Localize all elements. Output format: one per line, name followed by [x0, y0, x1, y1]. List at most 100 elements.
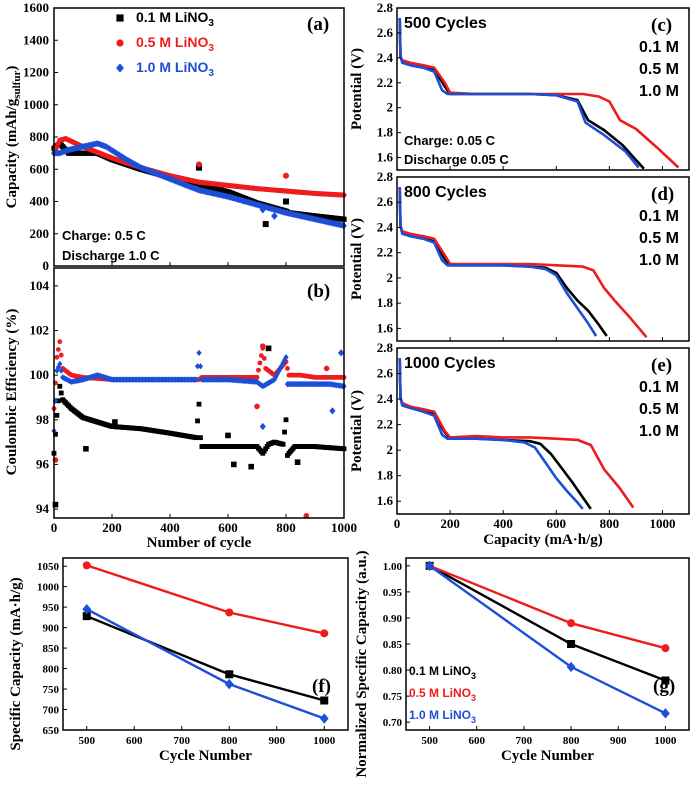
panel-g: 500 600 700 800 900 1000 0.70 0.75 0.80 0.85 0.90 0… [354, 550, 690, 778]
y-axis-label: Specific Capacity (mA·h/g) [8, 577, 24, 750]
x-tick-label: 600 [218, 520, 238, 535]
panel-a: 0 200 400 600 800 1000 1200 1400 1600 (a) 0.1 M Li… [4, 0, 347, 273]
y-tick-label: 2.8 [377, 0, 394, 15]
x-tick-label: 700 [516, 735, 533, 747]
data-point [661, 676, 670, 685]
y-tick-label: 0.80 [383, 665, 403, 677]
data-point [283, 172, 289, 179]
y-axis-label: Normalized Specific Capacity (a.u.) [354, 550, 370, 777]
x-tick-label: 800 [221, 735, 238, 747]
x-tick-label: 1000 [331, 520, 357, 535]
panel-label: (c) [651, 15, 672, 36]
data-point [52, 501, 59, 508]
y-tick-label: 2.8 [377, 169, 394, 184]
data-point [225, 432, 231, 439]
data-point [193, 435, 199, 441]
data-point [566, 661, 576, 673]
data-point [224, 678, 234, 690]
x-tick-label: 500 [421, 735, 438, 747]
data-point [57, 339, 63, 345]
series-line [398, 187, 608, 337]
annotation: Discharge 0.05 C [404, 152, 509, 167]
data-point [198, 435, 203, 441]
data-point [55, 398, 61, 404]
x-tick-label: 900 [610, 735, 627, 747]
x-tick-label: 600 [547, 516, 567, 531]
data-point [338, 349, 345, 357]
y-tick-label: 650 [43, 725, 60, 737]
data-point [283, 354, 289, 361]
panel-d: 1.6 1.8 2 2.2 2.4 2.6 2.8 (d) 800 Cycles 0.1 M 0.5… [349, 169, 690, 342]
data-point [196, 161, 202, 168]
data-point [283, 198, 289, 205]
panel-label: (d) [651, 184, 674, 205]
series-line [398, 187, 648, 339]
data-point [248, 463, 254, 470]
y-tick-label: 98 [36, 412, 50, 427]
y-tick-label: 200 [30, 226, 50, 241]
data-point [567, 640, 576, 648]
series-line [86, 564, 325, 635]
x-tick-label: 800 [276, 520, 296, 535]
x-tick-label: 500 [79, 735, 96, 747]
x-tick-label: 800 [600, 516, 620, 531]
y-axis-label: Potential (V) [349, 48, 365, 130]
legend-label: 0.1 M LiNO3 [409, 664, 476, 681]
y-tick-label: 0.90 [383, 613, 403, 625]
data-point [112, 419, 118, 425]
panel-label: (f) [312, 676, 331, 697]
annotation: Charge: 0.05 C [404, 133, 496, 148]
x-tick-label: 1000 [313, 735, 336, 747]
y-tick-label: 1050 [37, 561, 60, 573]
series-line [398, 358, 635, 509]
data-point [196, 164, 202, 171]
data-point [58, 367, 64, 374]
x-axis-label: Number of cycle [147, 535, 252, 551]
legend-label: 0.5 M LiNO3 [136, 34, 214, 54]
y-tick-label: 400 [30, 194, 50, 209]
y-axis-label: Potential (V) [349, 218, 365, 300]
data-point [282, 429, 287, 435]
x-tick-label: 800 [563, 735, 580, 747]
x-tick-label: 1000 [649, 516, 675, 531]
data-point [285, 366, 290, 371]
legend-label: 0.5 M [639, 230, 679, 247]
y-tick-label: 102 [30, 323, 50, 338]
y-axis-label: Capacity (mAh/gsulfur) [4, 66, 23, 209]
y-tick-label: 1.8 [377, 125, 394, 140]
x-tick-label: 600 [126, 735, 143, 747]
plot-frame [53, 267, 345, 519]
panel-b: 0 200 400 600 800 1000 94 96 98 100 102 104 (b) Numbe… [4, 267, 357, 551]
data-point [567, 619, 576, 628]
data-point [256, 367, 261, 373]
legend-marker [116, 63, 124, 73]
y-axis-label: Coulombic Efficiency (%) [4, 309, 20, 476]
data-point [195, 418, 200, 424]
y-tick-label: 1.8 [377, 468, 394, 483]
x-axis-label: Cycle Number [501, 748, 594, 764]
series-line [398, 358, 584, 510]
y-tick-label: 750 [43, 684, 60, 696]
legend-marker [116, 39, 124, 47]
y-tick-label: 0.75 [383, 691, 403, 703]
data-point [57, 383, 63, 389]
data-point [320, 629, 329, 638]
legend-label: 0.1 M LiNO3 [136, 9, 214, 29]
data-point [265, 345, 272, 352]
series-3 [51, 349, 347, 435]
panel-f: 500 600 700 800 900 1000 650 700 750 800 850 900 950… [8, 557, 349, 764]
x-axis-label: Cycle Number [159, 748, 252, 764]
data-point [82, 612, 91, 621]
x-tick-label: 0 [394, 516, 401, 531]
y-tick-label: 1.6 [377, 320, 394, 335]
legend-label: 0.1 M [639, 39, 679, 56]
y-tick-label: 1000 [23, 97, 49, 112]
series-line [429, 564, 666, 650]
y-tick-label: 2 [387, 442, 394, 457]
x-tick-label: 400 [493, 516, 513, 531]
data-point [225, 670, 234, 679]
data-point [53, 431, 58, 437]
data-point [294, 459, 301, 465]
data-point [259, 422, 266, 431]
data-point [197, 363, 204, 370]
